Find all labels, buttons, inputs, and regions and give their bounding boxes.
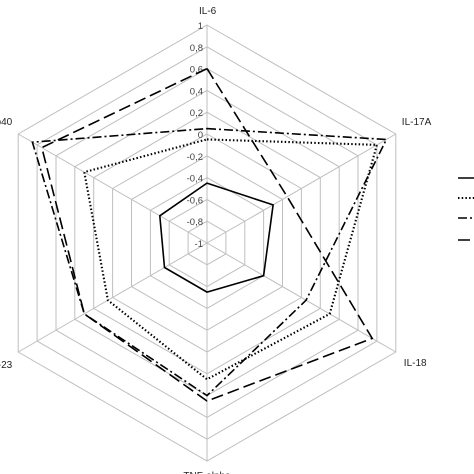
axis-spoke [206,133,397,244]
axis-spoke [206,242,397,353]
series-line-solid [158,182,274,293]
tick-label: 0,2 [190,108,203,119]
axis-label: IL-6 [199,6,217,17]
tick-label: 0,8 [190,43,203,54]
axis-label: IL-18 [404,358,427,369]
tick-label: -1 [195,239,203,250]
tick-label: 0,4 [190,86,203,97]
axis-label: p40 [0,117,13,128]
series-line-long-dash [40,67,374,402]
tick-labels: -1 -0,8 -0,6 -0,4 -0,2 0 0,2 0,4 0,6 0,8 1 [187,21,203,250]
axis-label: IL-23 [0,360,13,371]
axis-spoke [17,242,208,353]
grid-layer [17,24,397,462]
series-layer [31,67,388,402]
axis-label: IL-17A [402,117,432,128]
series-line-dash-dot [31,127,388,397]
tick-label: 1 [198,21,203,32]
tick-label: 0,6 [190,65,203,76]
tick-label: -0,4 [187,174,203,185]
tick-label: -0,6 [187,195,203,206]
legend [458,177,474,241]
tick-label: -0,2 [187,152,203,163]
axis-label: TNF-alpha [183,471,231,474]
tick-label: -0,8 [187,217,203,228]
tick-label: 0 [198,130,203,141]
axis-labels: IL-6 IL-17A IL-18 TNF-alpha IL-23 p40 [0,6,432,474]
axis-spoke [17,133,208,244]
